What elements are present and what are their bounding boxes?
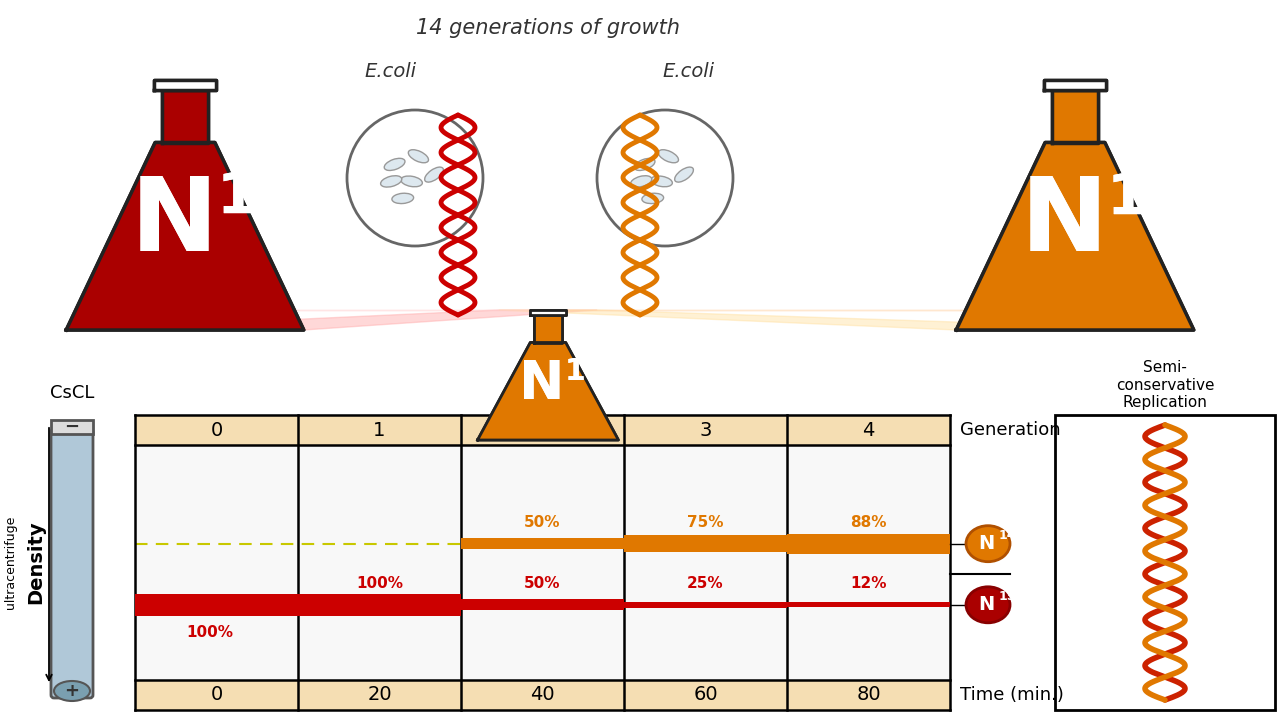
Text: E.coli: E.coli: [662, 62, 714, 81]
Text: N: N: [520, 358, 564, 410]
Ellipse shape: [380, 176, 402, 187]
Ellipse shape: [392, 193, 413, 204]
Text: N: N: [131, 172, 218, 273]
Text: ultracentrifuge: ultracentrifuge: [4, 516, 17, 609]
Ellipse shape: [966, 526, 1010, 562]
Bar: [461, 538, 625, 549]
Text: 3: 3: [699, 420, 712, 439]
Text: 14: 14: [1106, 171, 1187, 226]
Text: N: N: [520, 358, 564, 410]
Polygon shape: [530, 310, 566, 315]
Text: 80: 80: [856, 685, 881, 704]
Polygon shape: [956, 143, 1194, 330]
Text: 100%: 100%: [187, 625, 233, 640]
Polygon shape: [165, 415, 920, 440]
Polygon shape: [477, 343, 618, 440]
Ellipse shape: [634, 158, 655, 171]
Ellipse shape: [966, 587, 1010, 623]
Bar: [787, 603, 950, 607]
Text: 60: 60: [694, 685, 718, 704]
Text: +: +: [64, 682, 79, 700]
Text: 50%: 50%: [525, 515, 561, 530]
Text: 14: 14: [998, 529, 1016, 542]
Text: 14 generations of growth: 14 generations of growth: [416, 18, 680, 38]
Bar: [1055, 415, 1275, 710]
Polygon shape: [534, 315, 562, 343]
Text: 0: 0: [210, 685, 223, 704]
Polygon shape: [534, 315, 562, 343]
Polygon shape: [1052, 90, 1098, 143]
Bar: [623, 602, 787, 608]
Bar: [134, 445, 950, 680]
Text: 2: 2: [536, 420, 549, 439]
Ellipse shape: [425, 167, 443, 182]
Ellipse shape: [384, 158, 404, 171]
Polygon shape: [67, 143, 303, 330]
Text: 75%: 75%: [687, 515, 723, 530]
Text: 20: 20: [367, 685, 392, 704]
FancyBboxPatch shape: [51, 429, 93, 698]
Polygon shape: [67, 143, 303, 330]
Text: N: N: [1020, 172, 1107, 273]
Ellipse shape: [408, 150, 429, 163]
Bar: [623, 535, 787, 552]
Text: Time (min.): Time (min.): [960, 686, 1064, 704]
Ellipse shape: [401, 176, 422, 186]
Polygon shape: [154, 80, 216, 90]
Bar: [51, 420, 93, 434]
Bar: [787, 534, 950, 554]
Polygon shape: [1044, 80, 1106, 90]
Polygon shape: [477, 343, 618, 440]
Ellipse shape: [641, 193, 663, 204]
Text: 0: 0: [210, 420, 223, 439]
Text: 14: 14: [1106, 171, 1187, 226]
Polygon shape: [1052, 90, 1098, 143]
Text: N: N: [978, 595, 995, 614]
Text: Generation: Generation: [960, 421, 1061, 439]
Text: −: −: [64, 418, 79, 436]
Text: N: N: [131, 172, 218, 273]
Ellipse shape: [54, 681, 90, 701]
Ellipse shape: [658, 150, 678, 163]
Text: 88%: 88%: [850, 515, 887, 530]
Text: Semi-
conservative
Replication: Semi- conservative Replication: [1116, 360, 1215, 410]
Text: 15: 15: [216, 171, 296, 226]
Text: 14: 14: [564, 357, 605, 386]
Polygon shape: [1044, 80, 1106, 90]
Text: 12%: 12%: [850, 576, 887, 591]
Text: 25%: 25%: [687, 576, 723, 591]
Text: N: N: [978, 534, 995, 553]
Ellipse shape: [675, 167, 694, 182]
Text: 100%: 100%: [356, 576, 403, 591]
Text: Density: Density: [27, 521, 46, 604]
Bar: [134, 415, 950, 445]
Bar: [134, 593, 298, 616]
Polygon shape: [163, 90, 207, 143]
Text: 40: 40: [530, 685, 554, 704]
Bar: [134, 680, 950, 710]
Text: 15: 15: [216, 171, 296, 226]
Text: E.coli: E.coli: [364, 62, 416, 81]
Text: 1: 1: [374, 420, 385, 439]
Ellipse shape: [650, 176, 672, 186]
Polygon shape: [956, 143, 1194, 330]
Circle shape: [596, 110, 733, 246]
Polygon shape: [67, 310, 598, 330]
Polygon shape: [530, 310, 566, 315]
Ellipse shape: [631, 176, 652, 187]
Circle shape: [347, 110, 483, 246]
Polygon shape: [163, 90, 207, 143]
Text: N: N: [1020, 172, 1107, 273]
Polygon shape: [154, 80, 216, 90]
Bar: [298, 593, 461, 616]
Text: CsCL: CsCL: [50, 384, 95, 402]
Bar: [461, 599, 625, 611]
Text: 50%: 50%: [525, 576, 561, 591]
Text: 15: 15: [998, 590, 1016, 603]
Text: 4: 4: [863, 420, 874, 439]
Text: 14: 14: [564, 357, 605, 386]
Polygon shape: [499, 310, 1194, 330]
